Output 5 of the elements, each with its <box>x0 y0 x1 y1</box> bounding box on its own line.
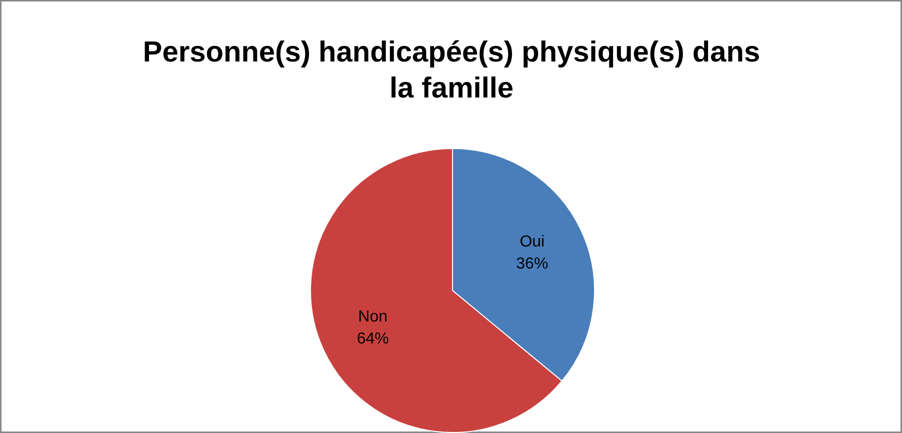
data-label: 36% <box>516 256 548 273</box>
slice-label: Non <box>358 308 388 326</box>
chart-title: Personne(s) handicapée(s) physique(s) dans la famille <box>142 36 760 104</box>
data-label: 64% <box>356 330 389 348</box>
slice-label: Oui <box>520 234 545 251</box>
